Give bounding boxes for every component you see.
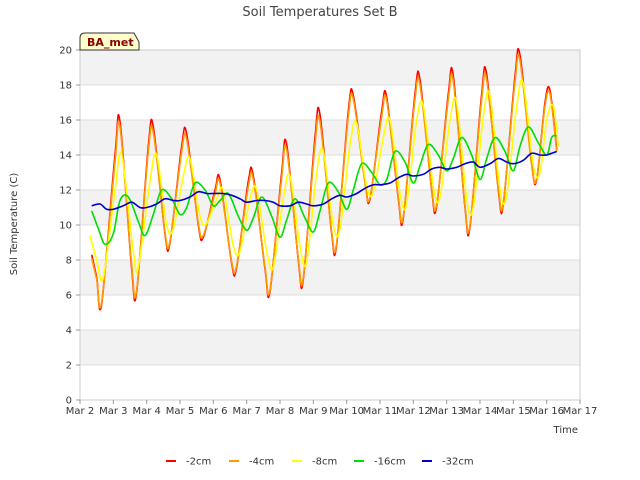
x-tick-label: Mar 2 <box>66 406 94 417</box>
y-tick-label: 14 <box>59 151 72 162</box>
y-tick-label: 8 <box>66 256 72 267</box>
x-tick-label: Mar 16 <box>529 406 564 417</box>
x-tick-label: Mar 5 <box>166 406 194 417</box>
y-tick-label: 0 <box>66 396 72 407</box>
x-tick-label: Mar 4 <box>132 406 160 417</box>
legend-label: -8cm <box>312 457 337 468</box>
x-tick-label: Mar 15 <box>496 406 531 417</box>
legend-label: -32cm <box>442 457 474 468</box>
x-tick-label: Mar 17 <box>563 406 598 417</box>
x-tick-label: Mar 6 <box>199 406 227 417</box>
legend-label: -4cm <box>249 457 274 468</box>
y-tick-label: 16 <box>59 116 72 127</box>
y-tick-label: 20 <box>59 46 72 57</box>
x-axis-label: Time <box>553 425 578 436</box>
background-band <box>80 330 580 365</box>
legend: -2cm -4cm -8cm -16cm -32cm <box>166 457 474 468</box>
chart-title: Soil Temperatures Set B <box>242 5 397 20</box>
x-tick-label: Mar 12 <box>396 406 431 417</box>
x-tick-label: Mar 3 <box>99 406 127 417</box>
legend-label: -16cm <box>374 457 406 468</box>
series-line-4cm <box>90 53 558 309</box>
series-lines <box>89 48 560 311</box>
y-axis: 0 2 4 6 8 10 12 14 16 18 20 <box>59 46 80 407</box>
x-tick-label: Mar 11 <box>363 406 398 417</box>
y-tick-label: 4 <box>66 326 72 337</box>
series-line-8cm <box>89 79 560 282</box>
x-tick-label: Mar 8 <box>266 406 294 417</box>
legend-item: -32cm <box>422 457 474 468</box>
series-line-16cm <box>90 126 557 246</box>
legend-item: -2cm <box>166 457 211 468</box>
legend-label: -2cm <box>186 457 211 468</box>
series-line-32cm <box>91 150 557 211</box>
station-badge: BA_met <box>79 32 140 51</box>
x-axis: Mar 2 Mar 3 Mar 4 Mar 5 Mar 6 Mar 7 Mar 8 Mar 9… <box>66 400 598 417</box>
x-tick-label: Mar 14 <box>463 406 498 417</box>
x-tick-label: Mar 13 <box>429 406 464 417</box>
y-tick-label: 12 <box>59 186 72 197</box>
legend-item: -16cm <box>354 457 406 468</box>
y-tick-label: 18 <box>59 81 72 92</box>
badge-label: BA_met <box>87 36 134 49</box>
y-tick-label: 2 <box>66 361 72 372</box>
y-tick-label: 10 <box>59 221 72 232</box>
badge-box <box>79 32 140 51</box>
y-axis-label: Soil Temperature (C) <box>9 173 20 276</box>
y-tick-label: 6 <box>66 291 72 302</box>
x-tick-label: Mar 9 <box>299 406 327 417</box>
background-band <box>80 260 580 295</box>
x-tick-label: Mar 7 <box>232 406 260 417</box>
legend-item: -8cm <box>292 457 337 468</box>
background-bands <box>80 50 580 365</box>
x-tick-label: Mar 10 <box>329 406 364 417</box>
background-band <box>80 50 580 85</box>
legend-item: -4cm <box>229 457 274 468</box>
